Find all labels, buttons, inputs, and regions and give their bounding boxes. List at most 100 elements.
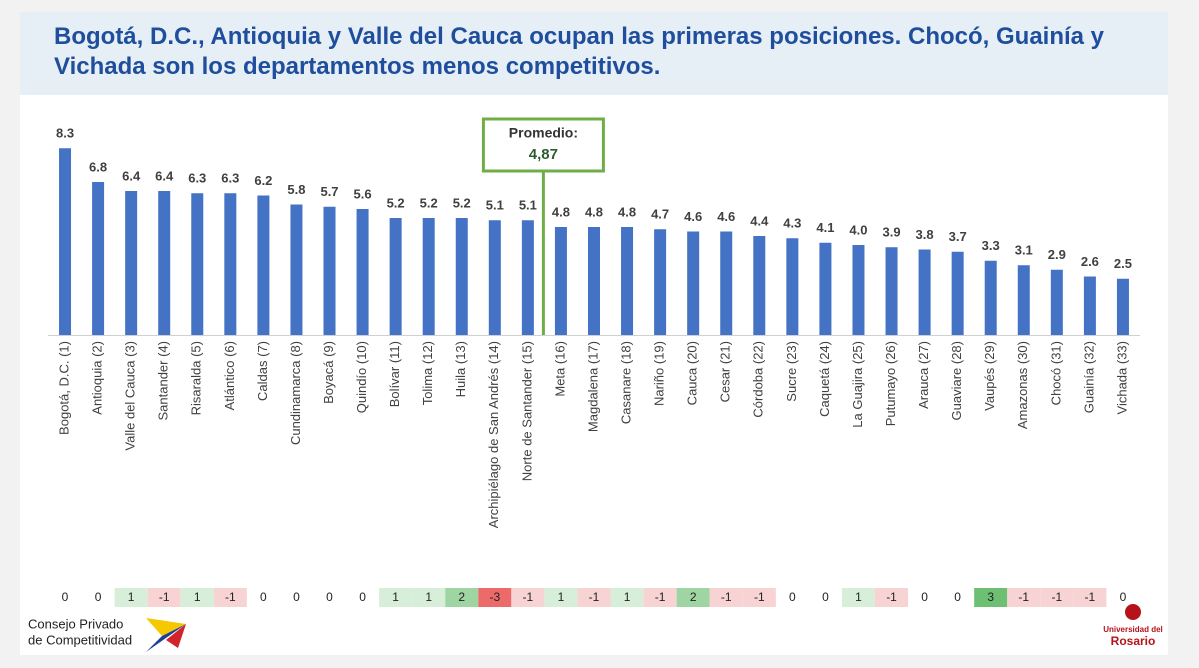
bar: [1017, 265, 1030, 335]
rank-change-cell: [676, 588, 710, 607]
x-tick-label: Boyacá (9): [321, 341, 336, 404]
data-label: 5.2: [453, 195, 471, 210]
x-tick-label: Sucre (23): [784, 341, 799, 402]
bar: [323, 206, 336, 335]
data-label: 3.1: [1015, 243, 1033, 258]
data-label: 6.4: [122, 168, 141, 183]
rank-change-label: 1: [128, 590, 135, 604]
x-tick-label: Chocó (31): [1048, 341, 1063, 405]
x-tick-label: Quindío (10): [354, 341, 369, 413]
x-tick-label: Huila (13): [453, 341, 468, 397]
rank-change-label: -1: [523, 590, 534, 604]
rank-change-cell: [511, 588, 545, 607]
x-tick-label: Atlántico (6): [222, 341, 237, 410]
x-tick-label: Nariño (19): [652, 341, 667, 406]
bar: [125, 191, 138, 335]
data-label: 3.9: [882, 225, 900, 240]
x-tick-label: Caldas (7): [255, 341, 270, 401]
x-tick-label: Arauca (27): [916, 341, 931, 409]
bar: [885, 247, 898, 335]
bar: [389, 218, 402, 335]
rank-change-cell: [974, 588, 1008, 607]
data-label: 6.4: [155, 168, 174, 183]
logo-mark: [146, 618, 186, 652]
data-label: 5.7: [320, 184, 338, 199]
bar: [786, 238, 799, 335]
rank-change-cell: [841, 588, 875, 607]
rank-change-label: -1: [655, 590, 666, 604]
chart-title: Bogotá, D.C., Antioquia y Valle del Cauc…: [54, 23, 1105, 80]
bar: [720, 231, 733, 335]
bar: [1083, 276, 1096, 335]
rank-change-label: 1: [855, 590, 862, 604]
rank-change-label: 0: [822, 590, 829, 604]
x-tick-label: Santander (4): [156, 341, 171, 421]
data-label: 5.1: [519, 198, 537, 213]
bar: [621, 227, 634, 335]
rank-change-label: 0: [326, 590, 333, 604]
rank-change-cell: [643, 588, 677, 607]
data-label: 4.7: [651, 207, 669, 222]
rank-change-cell: [213, 588, 247, 607]
bar: [554, 227, 567, 335]
bar: [984, 260, 997, 335]
rank-change-label: -1: [886, 590, 897, 604]
rank-change-label: 1: [425, 590, 432, 604]
x-tick-label: Cundinamarca (8): [288, 341, 303, 445]
x-tick-label: Caquetá (24): [817, 341, 832, 417]
bar: [92, 182, 105, 335]
data-label: 5.1: [486, 198, 504, 213]
bar: [158, 191, 171, 335]
x-tick-label: Bogotá, D.C. (1): [56, 341, 71, 435]
rank-change-cell: [180, 588, 214, 607]
rank-change-label: 0: [954, 590, 961, 604]
x-tick-label: Guaviare (28): [949, 341, 964, 420]
data-label: 4.8: [585, 204, 603, 219]
average-label: Promedio:: [509, 125, 578, 141]
rank-change-cell: [379, 588, 413, 607]
rank-change-cell: [1040, 588, 1074, 607]
data-label: 6.8: [89, 159, 107, 174]
average-box: [481, 117, 605, 173]
rank-change-cell: [1073, 588, 1107, 607]
rank-change-cell: [1007, 588, 1041, 607]
data-label: 6.2: [254, 173, 272, 188]
rank-change-label: 0: [293, 590, 300, 604]
bar: [1116, 278, 1129, 335]
x-tick-label: Magdalena (17): [585, 341, 600, 432]
data-label: 3.3: [982, 238, 1000, 253]
data-label: 2.5: [1114, 256, 1132, 271]
data-label: 5.2: [420, 195, 438, 210]
data-label: 5.2: [387, 195, 405, 210]
data-label: 4.3: [783, 216, 801, 231]
rank-change-cell: [114, 588, 148, 607]
bar: [951, 251, 964, 335]
rank-change-label: 1: [194, 590, 201, 604]
rank-change-label: -1: [589, 590, 600, 604]
rank-change-label: 0: [1120, 590, 1127, 604]
bar: [521, 220, 534, 335]
x-tick-label: Archipiélago de San Andrés (14): [486, 341, 501, 528]
logo-text: de Competitividad: [28, 632, 132, 647]
rank-change-cell: [445, 588, 479, 607]
rank-change-label: 0: [789, 590, 796, 604]
data-label: 4.8: [618, 204, 636, 219]
rank-change-label: 0: [95, 590, 102, 604]
logo-text: Rosario: [1111, 634, 1156, 648]
bar: [224, 193, 237, 335]
rank-change-label: 1: [558, 590, 565, 604]
logo-text: Consejo Privado: [28, 616, 123, 631]
data-label: 4.6: [717, 209, 735, 224]
x-tick-label: Amazonas (30): [1015, 341, 1030, 429]
x-tick-label: Norte de Santander (15): [519, 341, 534, 481]
data-label: 6.3: [221, 171, 239, 186]
x-tick-label: Valle del Cauca (3): [123, 341, 138, 451]
rank-change-cell: [875, 588, 909, 607]
x-tick-label: Bolívar (11): [387, 341, 402, 407]
rank-change-cell: [544, 588, 578, 607]
data-label: 5.8: [287, 182, 305, 197]
x-tick-label: Córdoba (22): [751, 341, 766, 418]
bar: [488, 220, 501, 335]
header-band: [20, 12, 1168, 95]
